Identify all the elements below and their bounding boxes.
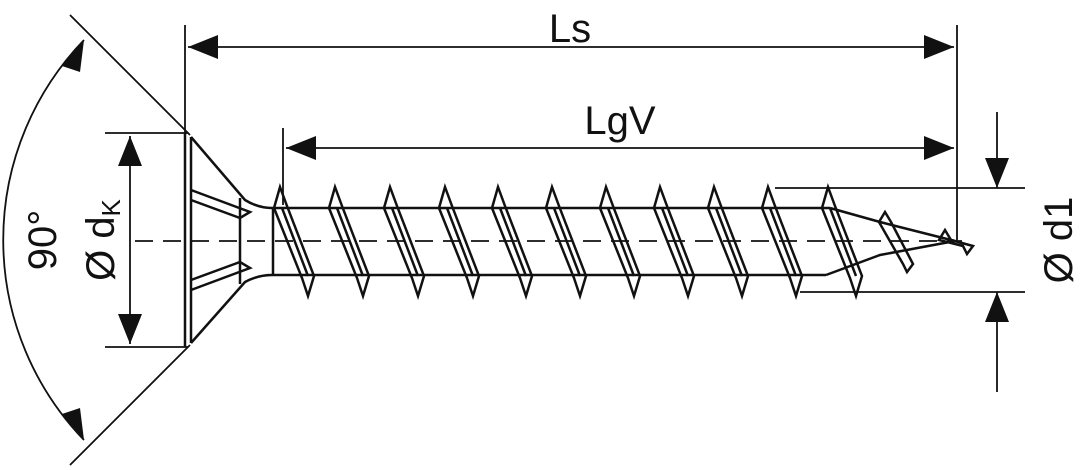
thread-crest — [937, 227, 976, 257]
thread-crest — [652, 182, 696, 301]
thread-crest — [544, 182, 588, 301]
thread-crest — [382, 182, 426, 301]
ls-dimension — [184, 25, 958, 241]
screw-head — [183, 133, 275, 347]
thread-crest — [820, 182, 864, 301]
dk-label: Ø dK — [79, 198, 126, 280]
dk-dimension — [105, 132, 188, 348]
screw-threads — [272, 182, 976, 301]
thread-crest — [760, 182, 804, 301]
thread-crest — [272, 182, 316, 301]
d1-label: Ø d1 — [1037, 197, 1080, 284]
thread-crest — [437, 182, 481, 301]
thread-crest — [490, 182, 534, 301]
thread-crest — [706, 182, 750, 301]
thread-crest — [877, 209, 915, 275]
d1-dimension — [985, 112, 1009, 392]
angle-dimension — [2, 14, 191, 466]
angle-label: 90° — [21, 210, 65, 271]
lgv-dimension — [282, 128, 954, 205]
ls-label: Ls — [549, 7, 591, 51]
thread-crest — [598, 182, 642, 301]
lgv-label: LgV — [584, 99, 655, 143]
thread-crest — [327, 182, 371, 301]
